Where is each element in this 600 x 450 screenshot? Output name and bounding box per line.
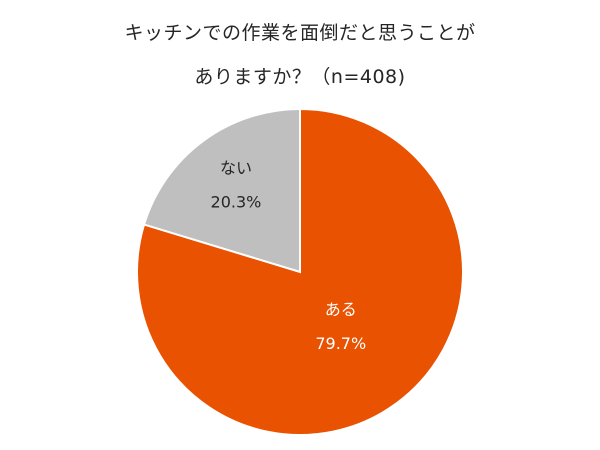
slice-label-nai: ない bbox=[220, 159, 252, 178]
chart-title-line-1: キッチンでの作業を面倒だと思うことが bbox=[124, 22, 476, 44]
slice-label-aru: ある bbox=[325, 300, 357, 319]
slice-value-aru: 79.7% bbox=[315, 334, 366, 353]
pie-slice-nai bbox=[142, 107, 301, 274]
pie-slice-aru bbox=[136, 107, 464, 436]
slice-value-nai: 20.3% bbox=[211, 193, 262, 212]
chart-title-line-2: ありますか？（n=408) bbox=[194, 66, 406, 88]
